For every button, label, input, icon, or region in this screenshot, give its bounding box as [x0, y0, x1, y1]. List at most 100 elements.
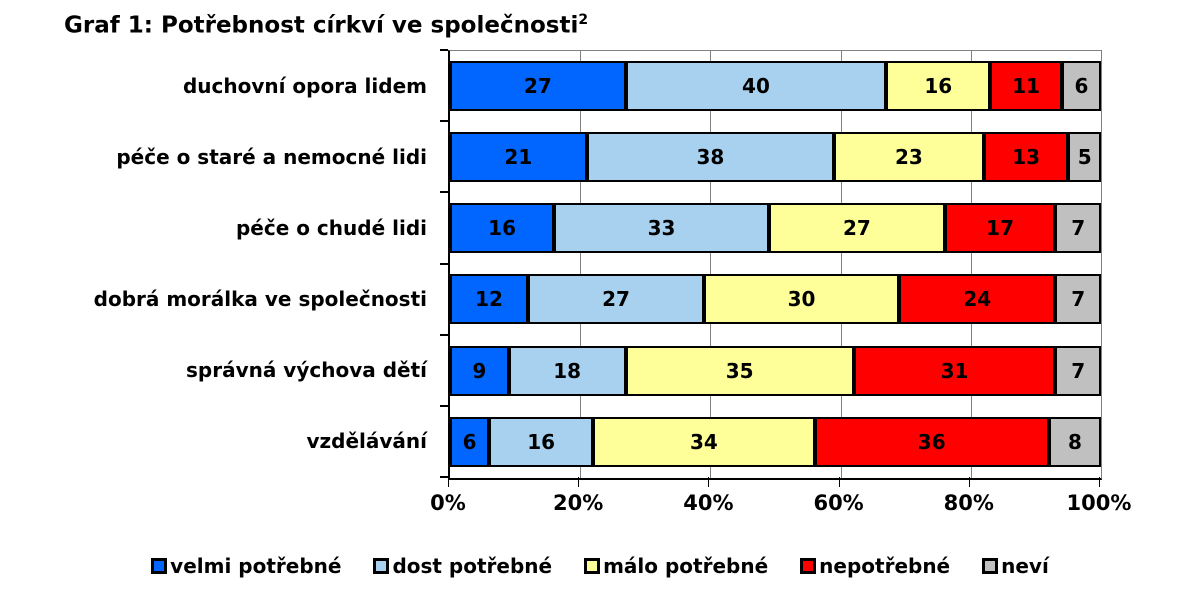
bar-value-label: 7: [1071, 216, 1086, 241]
bar-segment: 6: [450, 416, 490, 467]
bar-segment: 36: [814, 416, 1049, 467]
bar-segment: 24: [899, 274, 1056, 325]
bar-value-label: 27: [523, 74, 552, 98]
bar-row: 27 40 16 11 6: [450, 51, 1101, 122]
bar-segment: 13: [983, 132, 1069, 183]
category-label-column: duchovní opora lidem péče o staré a nemoc…: [0, 50, 437, 477]
x-tick: [968, 477, 970, 487]
x-axis: 0% 20% 40% 60% 80% 100%: [430, 477, 1131, 532]
gridline: [840, 51, 842, 478]
x-tick-label: 100%: [1066, 491, 1132, 515]
x-tick-label: 20%: [553, 491, 604, 515]
bar-rows: 27 40 16 11 6 21 38 23 13 5 16 33 27 17 7 12 27 30 24 7 9 18 3…: [450, 51, 1101, 478]
bar-segment: 31: [853, 345, 1056, 396]
bar-value-label: 36: [917, 429, 946, 454]
x-tick: [838, 477, 840, 487]
bar-value-label: 40: [742, 74, 770, 98]
bar-segment: 34: [593, 416, 815, 467]
bar-segment: 7: [1055, 274, 1101, 325]
legend-swatch: [800, 558, 817, 574]
legend-swatch: [373, 558, 390, 574]
bar-value-label: 17: [986, 216, 1014, 241]
bar-value-label: 30: [787, 287, 816, 312]
x-tick: [1099, 477, 1100, 487]
bar-row: 9 18 35 31 7: [450, 336, 1101, 407]
legend-label: neví: [1001, 554, 1049, 578]
bar-value-label: 31: [940, 358, 969, 383]
chart-title-superscript: 2: [578, 12, 589, 28]
y-tick: [440, 262, 448, 265]
bar-segment: 30: [703, 274, 900, 325]
legend-item: velmi potřebné: [151, 554, 341, 578]
bar-value-label: 5: [1077, 145, 1092, 170]
bar-value-label: 27: [602, 287, 630, 312]
bar-value-label: 13: [1012, 145, 1041, 170]
x-tick: [708, 477, 710, 487]
bar-value-label: 16: [924, 74, 953, 98]
legend-item: neví: [982, 554, 1049, 578]
bar-value-label: 11: [1012, 74, 1041, 98]
x-tick-label: 80%: [943, 491, 994, 515]
bar-segment: 40: [625, 61, 887, 111]
legend-label: nepotřebné: [819, 554, 951, 578]
legend: velmi potřebné dost potřebné málo potřebné…: [0, 554, 1200, 578]
y-tick: [440, 120, 448, 123]
legend-swatch: [982, 558, 999, 574]
bar-value-label: 34: [689, 429, 718, 454]
x-tick: [448, 477, 449, 487]
stacked-bar: 16 33 27 17 7: [450, 203, 1101, 254]
category-label: péče o staré a nemocné lidi: [116, 144, 427, 169]
bar-value-label: 6: [1074, 74, 1089, 98]
bar-segment: 5: [1068, 132, 1101, 183]
bar-segment: 33: [554, 203, 769, 254]
stacked-bar: 9 18 35 31 7: [450, 345, 1101, 396]
bar-row: 6 16 34 36 8: [450, 407, 1101, 478]
bar-segment: 38: [586, 132, 835, 183]
category-label: duchovní opora lidem: [182, 73, 427, 98]
bar-value-label: 21: [504, 145, 533, 170]
y-axis-ticks: [440, 49, 448, 478]
legend-swatch: [151, 558, 168, 574]
chart-title-text: Graf 1: Potřebnost církví ve společnosti: [64, 12, 579, 39]
gridline: [970, 51, 972, 478]
stacked-bar: 27 40 16 11 6: [450, 61, 1101, 111]
chart-title: Graf 1: Potřebnost církví ve společnosti…: [64, 12, 588, 39]
y-tick: [440, 333, 448, 336]
plot-area: 27 40 16 11 6 21 38 23 13 5 16 33 27 17 7 12 27 30 24 7 9 18 3…: [448, 50, 1102, 480]
category-label: dobrá morálka ve společnosti: [93, 287, 427, 312]
bar-segment: 12: [450, 274, 529, 325]
x-tick-label: 0%: [430, 491, 466, 515]
bar-row: 16 33 27 17 7: [450, 193, 1101, 264]
bar-value-label: 23: [895, 145, 923, 170]
bar-segment: 17: [944, 203, 1056, 254]
bar-segment: 35: [625, 345, 854, 396]
bar-segment: 27: [450, 61, 626, 111]
bar-segment: 11: [990, 61, 1062, 111]
legend-item: nepotřebné: [800, 554, 950, 578]
gridlines: [450, 51, 1101, 478]
stacked-bar: 21 38 23 13 5: [450, 132, 1101, 183]
category-label: vzdělávání: [306, 429, 427, 454]
bar-segment: 7: [1055, 203, 1101, 254]
bar-value-label: 18: [553, 358, 582, 383]
bar-segment: 18: [508, 345, 626, 396]
y-tick: [440, 476, 448, 478]
stacked-bar: 6 16 34 36 8: [450, 416, 1101, 467]
bar-segment: 27: [768, 203, 945, 254]
bar-value-label: 33: [647, 216, 676, 241]
bar-value-label: 24: [963, 287, 992, 312]
bar-segment: 21: [450, 132, 587, 183]
bar-segment: 8: [1048, 416, 1101, 467]
bar-row: 21 38 23 13 5: [450, 122, 1101, 193]
bar-segment: 9: [450, 345, 509, 396]
legend-item: málo potřebné: [584, 554, 768, 578]
bar-value-label: 6: [462, 429, 477, 454]
bar-segment: 16: [450, 203, 555, 254]
legend-label: málo potřebné: [603, 554, 769, 578]
legend-label: dost potřebné: [392, 554, 553, 578]
bar-value-label: 12: [475, 287, 503, 312]
y-tick: [440, 191, 448, 194]
bar-value-label: 7: [1071, 358, 1086, 383]
bar-value-label: 16: [488, 216, 516, 241]
